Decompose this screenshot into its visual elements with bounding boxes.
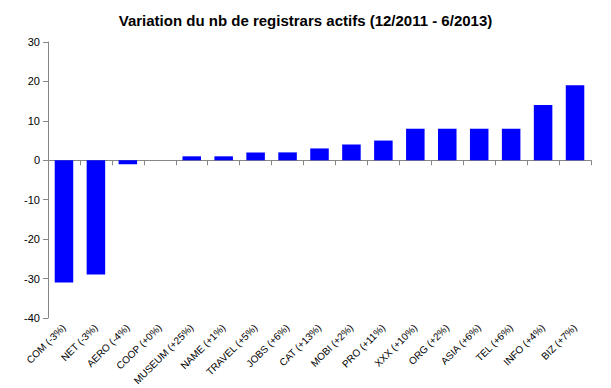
svg-text:-30: -30 — [24, 273, 40, 285]
svg-text:Variation du nb de registrars: Variation du nb de registrars actifs (12… — [119, 12, 493, 29]
svg-text:20: 20 — [28, 75, 40, 87]
svg-text:NAME (+1%): NAME (+1%) — [178, 322, 228, 372]
svg-text:-10: -10 — [24, 194, 40, 206]
svg-text:NET (-3%): NET (-3%) — [58, 322, 100, 364]
svg-text:AERO (-4%): AERO (-4%) — [84, 322, 132, 370]
svg-text:BIZ (+7%): BIZ (+7%) — [539, 322, 579, 362]
svg-text:JOBS (+6%): JOBS (+6%) — [244, 322, 292, 370]
svg-text:30: 30 — [28, 36, 40, 48]
svg-text:PRO (+11%): PRO (+11%) — [339, 322, 388, 370]
svg-text:ORG (+2%): ORG (+2%) — [406, 322, 452, 367]
svg-text:MOBI (+2%): MOBI (+2%) — [308, 322, 356, 369]
svg-text:COM (-3%): COM (-3%) — [24, 322, 68, 366]
svg-text:10: 10 — [28, 115, 40, 127]
svg-text:TEL (+6%): TEL (+6%) — [473, 322, 515, 364]
svg-text:0: 0 — [34, 154, 40, 166]
svg-text:TRAVEL (+5%): TRAVEL (+5%) — [204, 322, 260, 378]
svg-text:CAT (+13%): CAT (+13%) — [277, 322, 324, 369]
svg-text:INFO (+4%): INFO (+4%) — [501, 322, 547, 368]
svg-text:MUSEUM (+25%): MUSEUM (+25%) — [132, 322, 196, 386]
svg-text:-20: -20 — [24, 233, 40, 245]
svg-text:XXX (+10%): XXX (+10%) — [372, 322, 420, 369]
svg-text:ASIA (+6%): ASIA (+6%) — [438, 322, 484, 367]
svg-text:COOP (+0%): COOP (+0%) — [114, 322, 164, 372]
svg-text:-40: -40 — [24, 312, 40, 324]
